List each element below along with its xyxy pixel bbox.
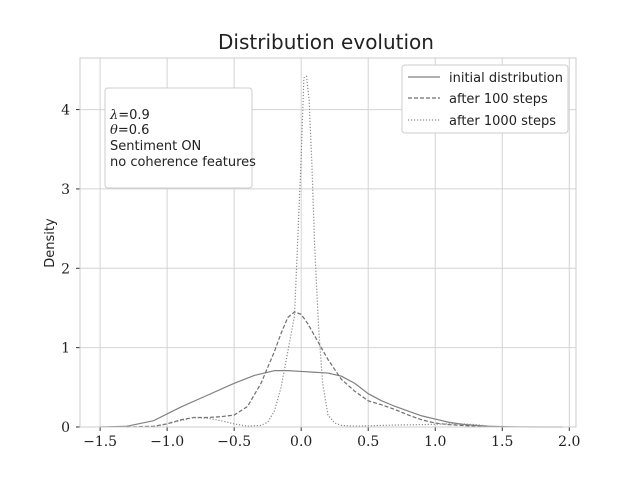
x-tick-label: 1.5 [491,434,513,450]
legend-label-100-steps: after 100 steps [449,92,548,107]
annotation-sentiment: Sentiment ON [110,139,201,154]
annotation-theta: θ=0.6 [110,123,149,138]
x-tick-label: −1.5 [83,434,117,450]
x-tick-label: −0.5 [217,434,251,450]
x-tick-label: 0.0 [290,434,312,450]
annotation-box: λ=0.9 θ=0.6 Sentiment ON no coherence fe… [104,87,256,189]
annotation-coherence: no coherence features [110,155,256,170]
chart-title: Distribution evolution [218,30,434,54]
annotation-lambda-symbol: λ [109,108,118,123]
series-layer [100,75,563,428]
y-axis-label: Density [43,218,58,268]
annotation-theta-value: =0.6 [118,123,150,138]
series-line-after-1000-steps [153,75,503,428]
legend-label-initial: initial distribution [449,71,563,86]
y-tick-label: 2 [61,261,70,277]
y-tick-label: 1 [61,341,70,357]
y-tick-label: 3 [61,182,70,198]
plot-frame [79,57,577,428]
annotation-lambda-value: =0.9 [118,108,150,123]
y-tick-label: 0 [61,420,70,436]
legend-frame [401,64,569,134]
annotation-frame [104,87,253,189]
legend: initial distribution after 100 steps aft… [401,64,569,134]
annotation-theta-symbol: θ [110,123,118,138]
axes: −1.5 −1.0 −0.5 0.0 0.5 1.0 1.5 2.0 0 1 2 3 4 [61,57,580,450]
x-tick-label: 2.0 [558,434,580,450]
annotation-lambda: λ=0.9 [109,108,150,123]
x-tick-label: 1.0 [424,434,446,450]
x-tick-label: −1.0 [150,434,184,450]
legend-label-1000-steps: after 1000 steps [449,114,556,129]
series-line-after-100-steps [126,311,503,428]
x-tick-label: 0.5 [357,434,379,450]
y-tick-label: 4 [61,103,70,119]
